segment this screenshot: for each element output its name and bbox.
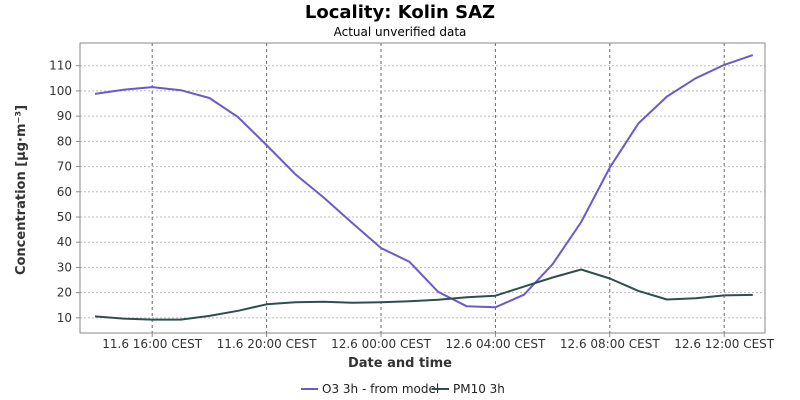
y-tick-label: 90 bbox=[57, 109, 72, 123]
chart-subtitle: Actual unverified data bbox=[334, 25, 467, 39]
grid-layer bbox=[80, 43, 765, 333]
y-axis-label: Concentration [µg·m⁻³] bbox=[14, 105, 29, 275]
legend: O3 3h - from model PM10 3h bbox=[301, 382, 505, 396]
y-tick-label: 40 bbox=[57, 235, 72, 249]
x-tick-label: 11.6 16:00 CEST bbox=[102, 337, 203, 351]
x-tick-label: 12.6 08:00 CEST bbox=[560, 337, 661, 351]
x-tick-label: 12.6 12:00 CEST bbox=[674, 337, 775, 351]
y-tick-label: 70 bbox=[57, 160, 72, 174]
y-tick-label: 50 bbox=[57, 210, 72, 224]
chart-title: Locality: Kolin SAZ bbox=[305, 2, 495, 23]
x-tick-label: 11.6 20:00 CEST bbox=[217, 337, 318, 351]
y-tick-label: 10 bbox=[57, 311, 72, 325]
y-tick-label: 20 bbox=[57, 286, 72, 300]
y-tick-label: 100 bbox=[49, 84, 72, 98]
series-line-o3 bbox=[94, 54, 754, 309]
y-tick-label: 30 bbox=[57, 260, 72, 274]
y-axis-ticks: 10 20 30 40 50 60 70 80 90 100 110 bbox=[49, 59, 80, 325]
y-tick-label: 110 bbox=[49, 59, 72, 73]
y-tick-label: 80 bbox=[57, 134, 72, 148]
plot-area bbox=[79, 42, 766, 334]
legend-label-o3: O3 3h - from model bbox=[322, 382, 439, 396]
legend-label-pm10: PM10 3h bbox=[453, 382, 505, 396]
x-tick-label: 12.6 00:00 CEST bbox=[331, 337, 432, 351]
x-axis-ticks: 11.6 16:00 CEST 11.6 20:00 CEST 12.6 00:00… bbox=[102, 333, 775, 351]
y-tick-label: 60 bbox=[57, 185, 72, 199]
series-line-pm10 bbox=[94, 268, 753, 321]
series-layer bbox=[94, 54, 754, 321]
x-tick-label: 12.6 04:00 CEST bbox=[445, 337, 546, 351]
x-axis-label: Date and time bbox=[348, 356, 452, 371]
